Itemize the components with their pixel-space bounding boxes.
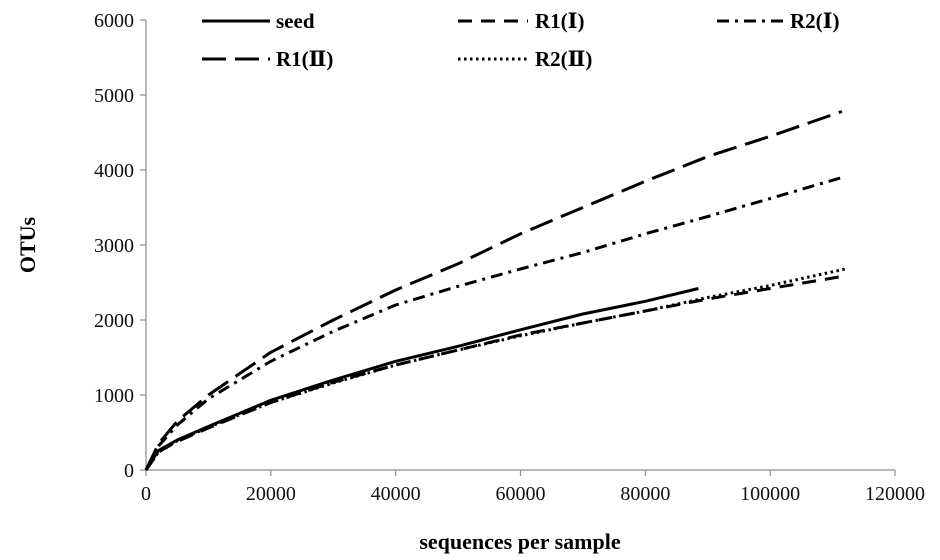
legend-label-0: seed (276, 9, 315, 33)
series-lines (144, 110, 846, 471)
x-tick-label: 80000 (620, 483, 670, 505)
legend-label-4: R2(Ⅱ) (535, 47, 592, 71)
y-tick-label: 4000 (94, 160, 134, 182)
legend: seed R1(Ⅰ) R2(Ⅰ) R1(Ⅱ) R2(Ⅱ) (202, 9, 839, 71)
x-tick-label: 20000 (246, 483, 296, 505)
y-tick-label: 5000 (94, 85, 134, 107)
legend-label-1: R1(Ⅰ) (535, 9, 584, 33)
y-tick-label: 3000 (94, 235, 134, 257)
x-tick-label: 40000 (371, 483, 421, 505)
y-tick-label: 2000 (94, 310, 134, 332)
legend-label-3: R1(Ⅱ) (276, 47, 333, 71)
x-axis-title: sequences per sample (419, 529, 620, 554)
x-tick-label: 0 (141, 483, 151, 505)
axes (140, 19, 896, 476)
series-line-0 (144, 287, 699, 471)
series-line-2 (144, 176, 843, 471)
legend-label-2: R2(Ⅰ) (790, 9, 839, 33)
y-axis-title: OTUs (15, 216, 40, 273)
series-line-4 (144, 267, 846, 471)
x-tick-label: 60000 (496, 483, 546, 505)
series-line-3 (144, 110, 843, 471)
x-tick-label: 120000 (865, 483, 925, 505)
y-tick-label: 6000 (94, 10, 134, 32)
y-tick-label: 1000 (94, 385, 134, 407)
x-tick-label: 100000 (740, 483, 800, 505)
y-tick-label: 0 (124, 460, 134, 482)
